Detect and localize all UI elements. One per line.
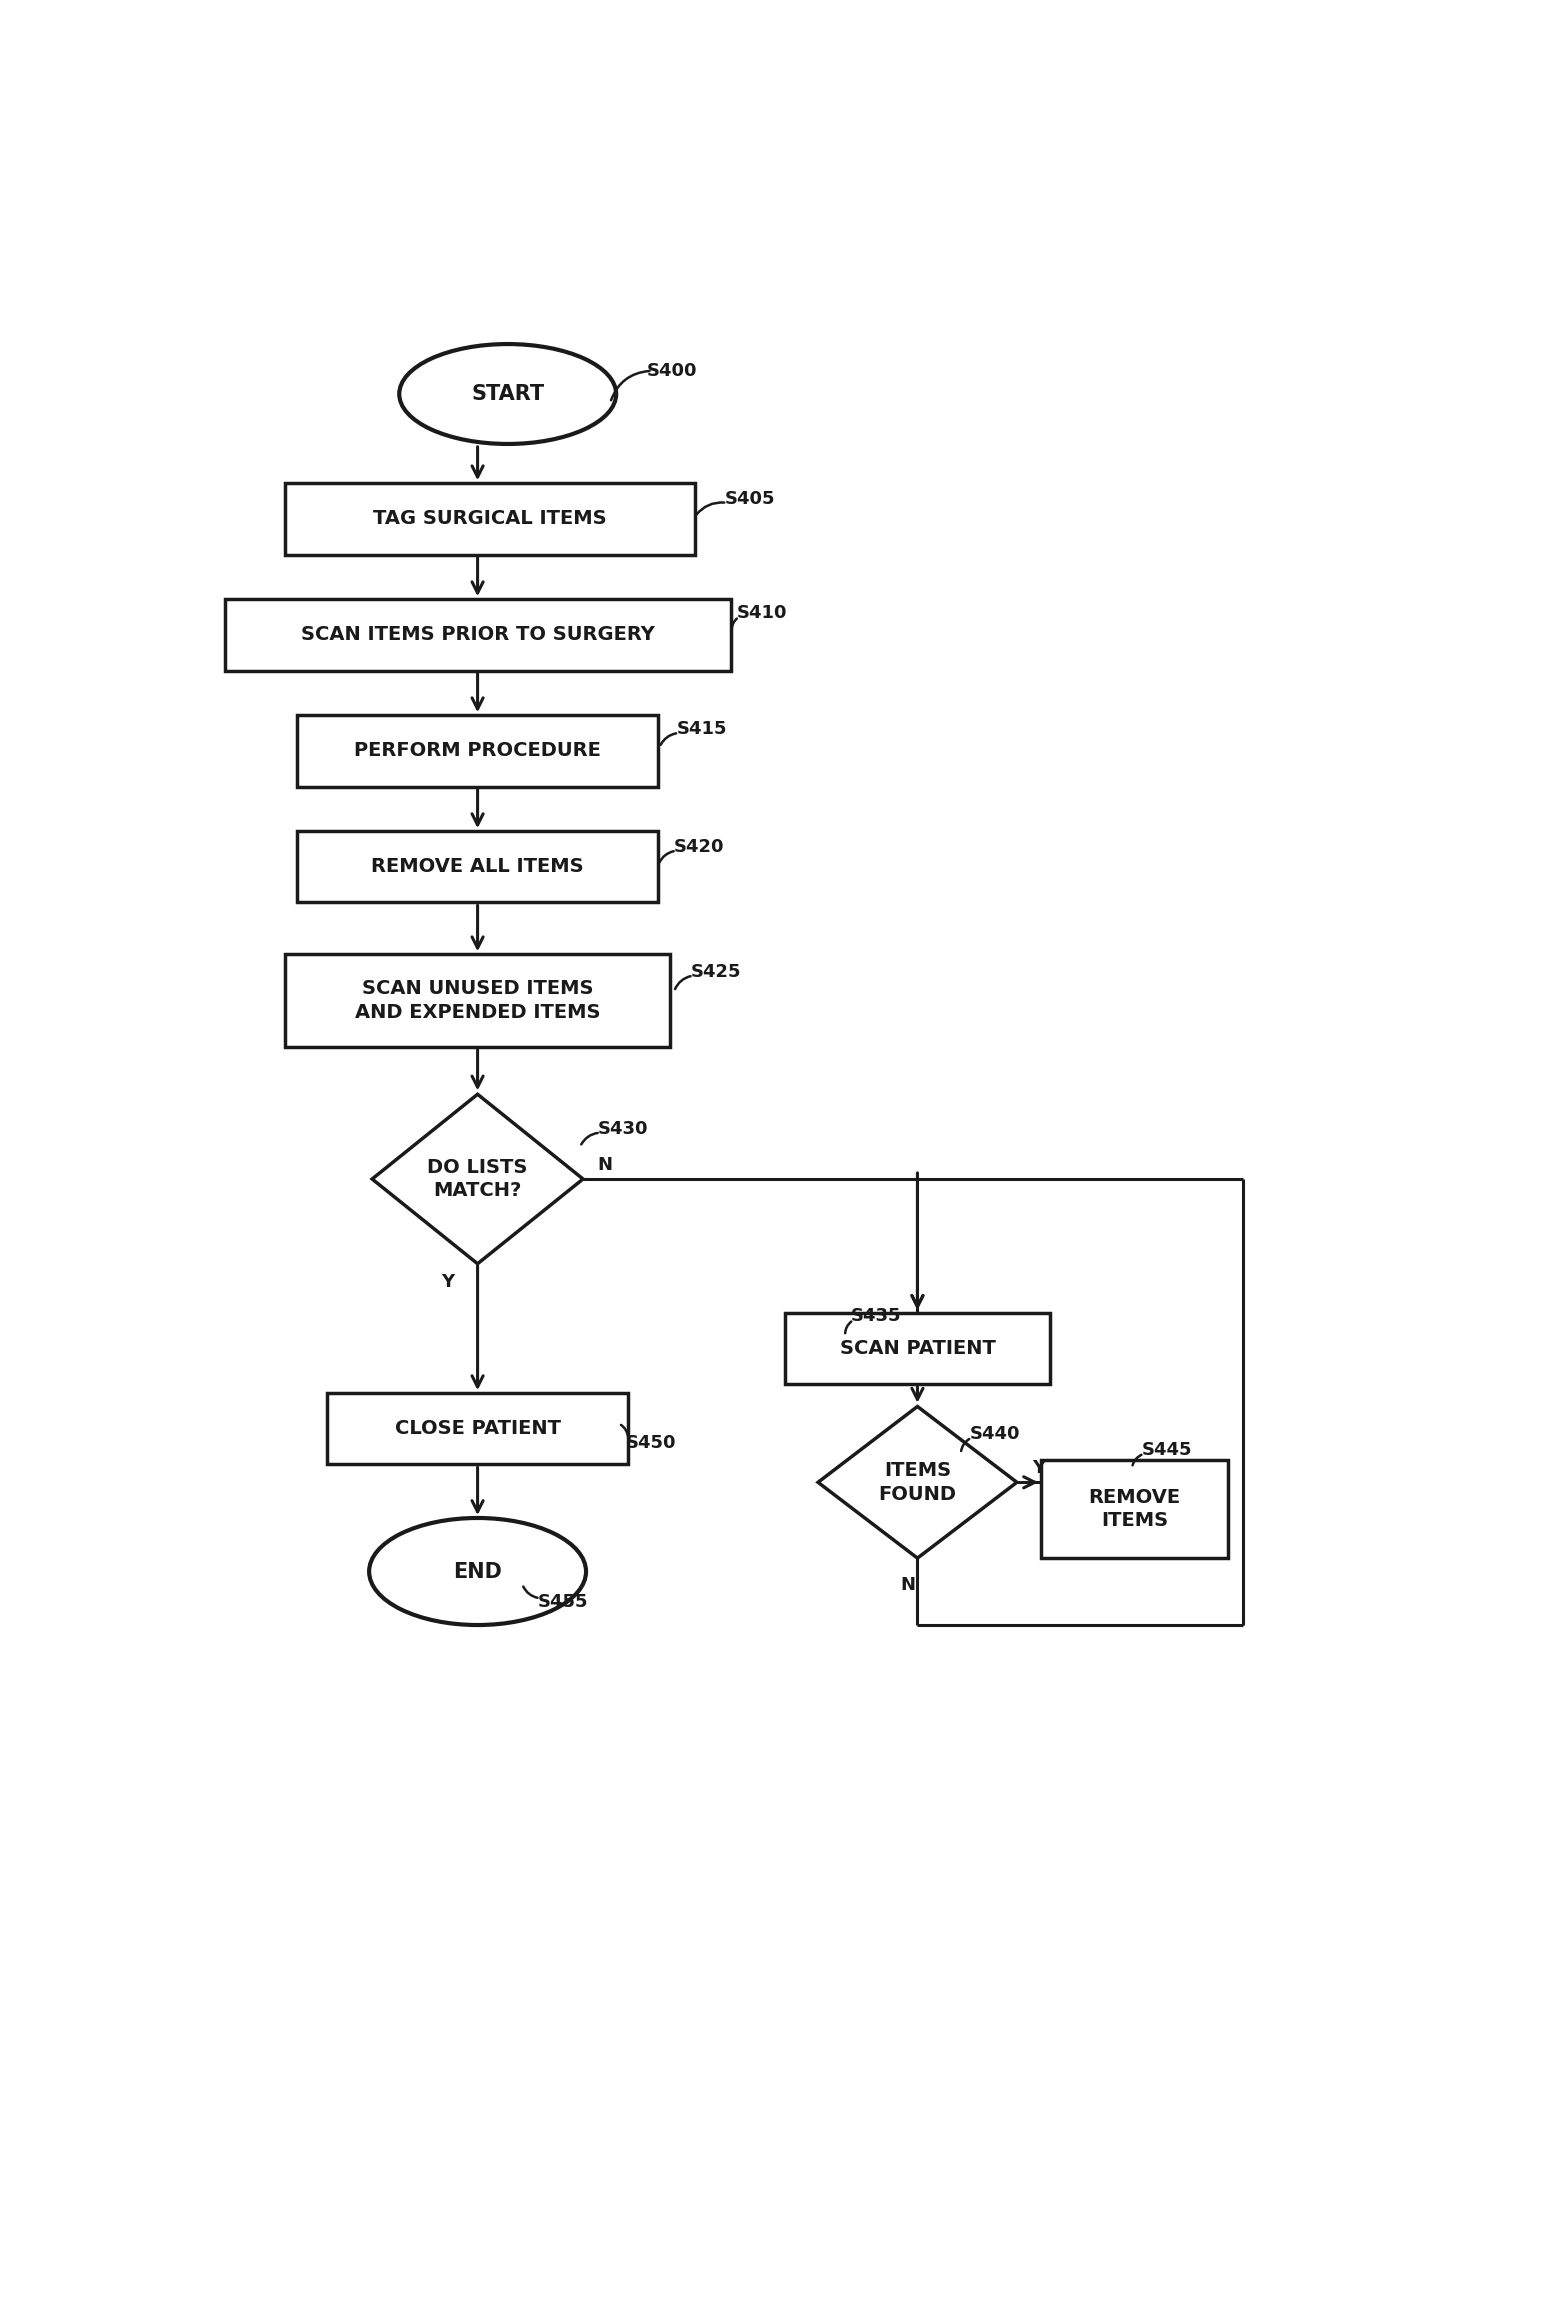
FancyBboxPatch shape	[285, 955, 670, 1047]
Text: REMOVE ALL ITEMS: REMOVE ALL ITEMS	[372, 857, 583, 876]
FancyBboxPatch shape	[1040, 1460, 1228, 1557]
Text: N: N	[900, 1576, 916, 1594]
FancyBboxPatch shape	[224, 600, 731, 670]
Text: N: N	[597, 1156, 613, 1175]
Text: S420: S420	[673, 839, 725, 857]
FancyBboxPatch shape	[785, 1314, 1050, 1383]
Text: TAG SURGICAL ITEMS: TAG SURGICAL ITEMS	[373, 510, 606, 528]
Text: S425: S425	[690, 964, 742, 980]
Ellipse shape	[369, 1518, 586, 1624]
Text: SCAN PATIENT: SCAN PATIENT	[840, 1339, 995, 1358]
Text: REMOVE
ITEMS: REMOVE ITEMS	[1088, 1488, 1180, 1529]
Text: START: START	[471, 385, 544, 403]
Text: SCAN UNUSED ITEMS
AND EXPENDED ITEMS: SCAN UNUSED ITEMS AND EXPENDED ITEMS	[355, 980, 600, 1022]
Text: S405: S405	[725, 491, 774, 507]
Text: S430: S430	[599, 1119, 648, 1138]
Text: S440: S440	[969, 1425, 1020, 1443]
Text: END: END	[453, 1562, 502, 1583]
Polygon shape	[818, 1406, 1017, 1557]
Text: S415: S415	[676, 721, 726, 739]
Text: S445: S445	[1141, 1441, 1193, 1460]
Text: ITEMS
FOUND: ITEMS FOUND	[879, 1462, 956, 1504]
Text: S450: S450	[625, 1434, 676, 1453]
Text: Y: Y	[442, 1274, 454, 1291]
Text: S400: S400	[647, 361, 697, 380]
Text: S455: S455	[538, 1592, 588, 1610]
Text: S410: S410	[737, 605, 787, 623]
Text: S435: S435	[851, 1307, 902, 1325]
Text: CLOSE PATIENT: CLOSE PATIENT	[395, 1420, 561, 1439]
FancyBboxPatch shape	[297, 832, 658, 901]
FancyBboxPatch shape	[297, 716, 658, 785]
Text: SCAN ITEMS PRIOR TO SURGERY: SCAN ITEMS PRIOR TO SURGERY	[300, 626, 655, 644]
FancyBboxPatch shape	[285, 484, 695, 554]
Polygon shape	[372, 1094, 583, 1263]
FancyBboxPatch shape	[327, 1393, 628, 1464]
Text: PERFORM PROCEDURE: PERFORM PROCEDURE	[355, 741, 602, 760]
Text: Y: Y	[1033, 1460, 1045, 1476]
Text: DO LISTS
MATCH?: DO LISTS MATCH?	[428, 1158, 527, 1200]
Ellipse shape	[400, 343, 616, 445]
